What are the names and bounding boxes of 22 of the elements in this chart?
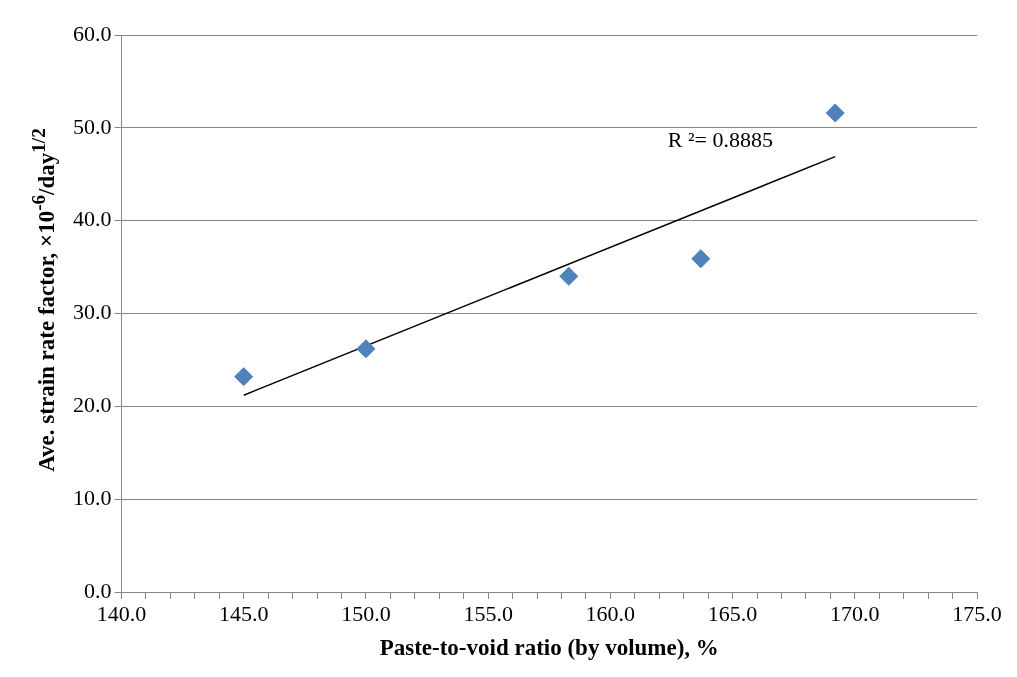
y-tick-label: 0.0 [84, 577, 112, 603]
x-tick-label: 140.0 [96, 600, 147, 626]
x-tick-label: 145.0 [218, 600, 269, 626]
y-tick-label: 60.0 [73, 20, 112, 46]
x-tick-label: 160.0 [585, 600, 636, 626]
x-tick-label: 175.0 [952, 600, 1002, 626]
y-tick-label: 50.0 [73, 113, 112, 139]
y-tick-label: 20.0 [73, 392, 112, 418]
point [825, 103, 845, 123]
x-tick-label: 165.0 [707, 600, 758, 626]
x-tick-label: 170.0 [830, 600, 880, 626]
y-tick-label: 10.0 [73, 484, 112, 510]
point [691, 249, 711, 269]
x-tick-label: 150.0 [341, 600, 391, 626]
point [356, 339, 376, 359]
point [234, 367, 254, 387]
x-tick-label: 155.0 [463, 600, 513, 626]
y-tick-label: 40.0 [73, 206, 112, 232]
annotation: R ²= 0.8885 [667, 126, 773, 152]
x-axis-title: Paste-to-void ratio (by volume), % [379, 635, 719, 661]
point [559, 266, 579, 286]
y-tick-label: 30.0 [73, 299, 112, 325]
